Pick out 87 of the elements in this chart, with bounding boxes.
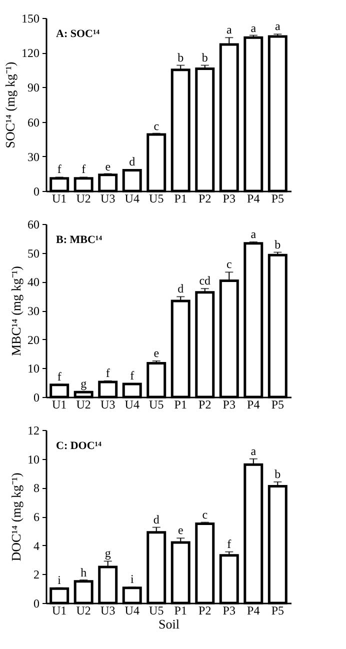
x-tick-label: U1 (52, 398, 67, 412)
annotation: f (57, 369, 62, 384)
annotation: f (57, 162, 62, 176)
x-tick-label: U4 (124, 192, 140, 206)
y-axis-title: MBC¹⁴ (mg kg⁻¹) (8, 266, 24, 356)
x-tick-label: U5 (149, 398, 164, 412)
y-axis-title: DOC¹⁴ (mg kg⁻¹) (8, 472, 24, 562)
y-tick-label: 0 (34, 390, 40, 404)
y-tick-label: 50 (28, 246, 40, 260)
annotation: b (178, 50, 184, 64)
y-axis-title: SOC¹⁴ (mg kg⁻¹) (2, 62, 18, 148)
x-tick-label: U1 (52, 604, 67, 618)
y-tick-label: 0 (34, 596, 40, 610)
x-tick-label: U2 (76, 398, 91, 412)
annotation: a (274, 19, 281, 34)
annotation: e (105, 159, 111, 174)
y-tick-label: 60 (28, 218, 40, 232)
annotation: g (104, 546, 111, 560)
annotation: f (106, 366, 110, 380)
annotation: d (129, 154, 136, 169)
text: A: SOC¹⁴ (56, 28, 100, 40)
x-tick-label: U4 (124, 604, 140, 618)
y-tick-label: 40 (28, 275, 40, 290)
annotation: a (250, 226, 257, 241)
x-tick-label: U3 (100, 398, 116, 412)
x-tick-label: P3 (222, 192, 236, 206)
x-tick-label: U5 (149, 192, 164, 206)
y-tick-label: 30 (28, 304, 40, 318)
annotation: c (202, 507, 208, 522)
x-tick-label: P2 (198, 192, 212, 206)
annotation: b (274, 466, 281, 481)
x-tick-label: U5 (149, 604, 164, 618)
x-tick-label: P5 (271, 192, 284, 206)
annotation: g (80, 376, 87, 391)
y-tick-label: 90 (28, 80, 40, 95)
y-tick-label: 30 (28, 150, 40, 164)
annotation: h (80, 566, 87, 580)
x-tick-label: U1 (52, 192, 67, 206)
text: C: DOC¹⁴ (56, 440, 102, 452)
annotation: e (154, 346, 160, 360)
annotation: d (178, 282, 184, 296)
annotation: f (130, 368, 134, 382)
x-tick-label: P2 (198, 604, 212, 618)
annotation: a (226, 22, 232, 37)
annotation: a (250, 20, 257, 35)
x-tick-label: P4 (247, 398, 260, 412)
annotation: f (82, 162, 86, 176)
annotation: a (250, 444, 257, 458)
x-tick-label: P1 (174, 398, 187, 412)
annotation: b (274, 237, 281, 252)
annotation: cd (199, 274, 211, 288)
y-tick-label: 120 (22, 46, 40, 60)
y-tick-label: 0 (34, 184, 40, 198)
y-tick-label: 12 (28, 424, 40, 438)
annotation: c (154, 118, 160, 133)
y-tick-label: 150 (22, 12, 40, 26)
x-tick-label: P3 (222, 398, 236, 412)
x-axis-title: Soil (158, 616, 180, 632)
x-tick-label: P4 (247, 604, 260, 618)
annotation: f (227, 536, 232, 551)
y-tick-label: 4 (34, 538, 40, 553)
x-tick-label: P3 (222, 604, 236, 618)
y-tick-label: 6 (34, 510, 40, 524)
y-tick-label: 20 (28, 332, 40, 347)
annotation: i (58, 572, 62, 587)
x-tick-label: P1 (174, 192, 187, 206)
annotation: e (178, 523, 184, 538)
text: B: MBC¹⁴ (56, 234, 103, 246)
x-tick-label: U2 (76, 604, 91, 618)
annotation: d (153, 512, 160, 526)
y-tick-label: 60 (28, 115, 40, 130)
x-tick-label: U3 (100, 192, 116, 206)
x-tick-label: P2 (198, 398, 212, 412)
x-tick-label: P5 (271, 604, 284, 618)
x-tick-label: U4 (124, 398, 140, 412)
y-tick-label: 10 (28, 362, 40, 376)
x-tick-label: P5 (271, 398, 284, 412)
y-tick-label: 10 (28, 452, 40, 466)
y-tick-label: 2 (34, 568, 40, 582)
annotation: i (130, 572, 134, 586)
x-tick-label: P1 (174, 604, 187, 618)
x-tick-label: P4 (247, 192, 260, 206)
x-tick-label: U2 (76, 192, 91, 206)
x-tick-label: U3 (100, 604, 116, 618)
y-tick-label: 8 (34, 481, 40, 496)
annotation: c (226, 257, 232, 272)
annotation: b (202, 50, 208, 64)
